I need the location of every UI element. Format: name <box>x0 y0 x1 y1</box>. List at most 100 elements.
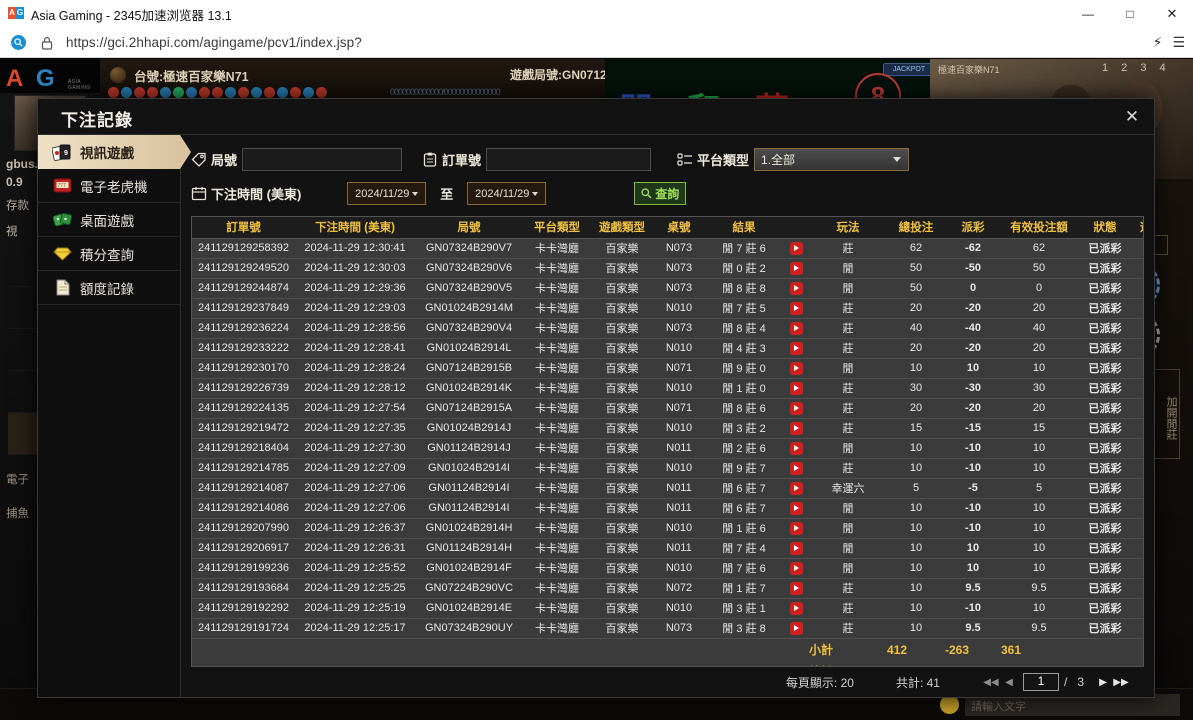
date-to-picker[interactable]: 2024/11/29 <box>467 182 547 205</box>
platform-select[interactable]: 1.全部 <box>754 148 910 171</box>
play-video-icon[interactable] <box>789 301 803 315</box>
play-video-icon[interactable] <box>789 501 803 515</box>
play-video-icon[interactable] <box>789 541 803 555</box>
chat-input[interactable]: 請輸入文字 <box>965 694 1180 716</box>
order-cell: 241129129258392 <box>192 238 295 259</box>
menu-icon[interactable]: ☰ <box>1172 34 1185 50</box>
play-video-cell[interactable] <box>783 598 809 619</box>
table-row[interactable]: 241129129218404 2024-11-29 12:27:30 GN0112… <box>192 438 1143 459</box>
maximize-button[interactable]: □ <box>1126 7 1134 21</box>
table-row[interactable]: 241129129219472 2024-11-29 12:27:35 GN0102… <box>192 418 1143 439</box>
platform-cell: 卡卡灣廳 <box>523 318 591 339</box>
play-video-icon[interactable] <box>789 481 803 495</box>
video-label[interactable]: 視 <box>6 226 18 238</box>
table-row[interactable]: 241129129226739 2024-11-29 12:28:12 GN0102… <box>192 378 1143 399</box>
date-from-picker[interactable]: 2024/11/29 <box>347 182 427 205</box>
table-row[interactable]: 241129129224135 2024-11-29 12:27:54 GN0712… <box>192 398 1143 419</box>
last-page-button[interactable]: ▶▶ <box>1113 676 1129 688</box>
sidebar-item-points[interactable]: 積分查詢 <box>38 237 180 271</box>
sidebar-item-slots[interactable]: 777 電子老虎機 <box>38 169 180 203</box>
play-video-cell[interactable] <box>783 418 809 439</box>
time-cell: 2024-11-29 12:25:52 <box>295 558 415 579</box>
play-video-icon[interactable] <box>789 581 803 595</box>
play-video-icon[interactable] <box>789 621 803 635</box>
table-row[interactable]: 241129129206917 2024-11-29 12:26:31 GN0112… <box>192 538 1143 559</box>
next-page-button[interactable]: ▶ <box>1099 676 1107 688</box>
deposit-label[interactable]: 存款 <box>6 200 29 212</box>
play-video-cell[interactable] <box>783 438 809 459</box>
round-input[interactable] <box>242 148 403 171</box>
table-row[interactable]: 241129129191724 2024-11-29 12:25:17 GN0732… <box>192 618 1143 639</box>
play-video-cell[interactable] <box>783 358 809 379</box>
url-bar[interactable]: https://gci.2hhapi.com/agingame/pcv1/ind… <box>66 35 362 50</box>
play-video-icon[interactable] <box>789 361 803 375</box>
prev-page-button[interactable]: ◀ <box>1005 676 1013 688</box>
emoji-icon[interactable] <box>940 695 959 714</box>
table-row[interactable]: 241129129236224 2024-11-29 12:28:56 GN0732… <box>192 318 1143 339</box>
close-window-button[interactable]: ✕ <box>1166 6 1178 21</box>
page-number-input[interactable]: 1 <box>1022 673 1059 691</box>
play-video-cell[interactable] <box>783 298 809 319</box>
play-video-cell[interactable] <box>783 338 809 359</box>
play-video-icon[interactable] <box>789 321 803 335</box>
sidebar-item-table-games[interactable]: 桌面遊戲 <box>38 203 180 237</box>
valid-bet-cell: 0 <box>1001 278 1077 299</box>
table-row[interactable]: 241129129214785 2024-11-29 12:27:09 GN0102… <box>192 458 1143 479</box>
order-input[interactable] <box>486 148 652 171</box>
play-video-cell[interactable] <box>783 378 809 399</box>
table-row[interactable]: 241129129249520 2024-11-29 12:30:03 GN0732… <box>192 258 1143 279</box>
bet-cell: 10 <box>887 598 945 619</box>
mode-cell: 多台 <box>1133 518 1143 539</box>
sidebar-item-live-games[interactable]: 9 視訊遊戲 <box>38 135 191 169</box>
play-video-cell[interactable] <box>783 478 809 499</box>
play-video-icon[interactable] <box>789 521 803 535</box>
play-video-cell[interactable] <box>783 278 809 299</box>
play-video-icon[interactable] <box>789 421 803 435</box>
table-row[interactable]: 241129129258392 2024-11-29 12:30:41 GN0732… <box>192 238 1143 259</box>
play-video-cell[interactable] <box>783 578 809 599</box>
table-row[interactable]: 241129129192292 2024-11-29 12:25:19 GN0102… <box>192 598 1143 619</box>
multi-table-pager[interactable]: 1 2 3 4 <box>1102 62 1171 74</box>
security-shield-icon[interactable] <box>7 32 29 54</box>
play-video-icon[interactable] <box>789 461 803 475</box>
table-row[interactable]: 241129129214087 2024-11-29 12:27:06 GN0112… <box>192 478 1143 499</box>
play-video-icon[interactable] <box>789 401 803 415</box>
table-row[interactable]: 241129129207990 2024-11-29 12:26:37 GN0102… <box>192 518 1143 539</box>
bottom-item-1[interactable]: 捕魚 <box>6 508 29 520</box>
play-video-icon[interactable] <box>789 561 803 575</box>
play-video-cell[interactable] <box>783 538 809 559</box>
play-video-cell[interactable] <box>783 618 809 639</box>
lightning-icon[interactable]: ⚡ <box>1152 34 1163 50</box>
sidebar-item-credit-record[interactable]: 額度記錄 <box>38 271 180 305</box>
play-video-icon[interactable] <box>789 381 803 395</box>
play-video-icon[interactable] <box>789 601 803 615</box>
table-row[interactable]: 241129129193684 2024-11-29 12:25:25 GN0722… <box>192 578 1143 599</box>
play-video-cell[interactable] <box>783 318 809 339</box>
play-video-cell[interactable] <box>783 258 809 279</box>
play-video-icon[interactable] <box>789 241 803 255</box>
play-video-cell[interactable] <box>783 238 809 259</box>
search-button[interactable]: 查詢 <box>634 182 687 205</box>
play-video-icon[interactable] <box>789 281 803 295</box>
close-icon[interactable]: ✕ <box>1124 107 1140 126</box>
play-video-icon[interactable] <box>789 341 803 355</box>
play-video-cell[interactable] <box>783 398 809 419</box>
play-video-icon[interactable] <box>789 441 803 455</box>
play-video-cell[interactable] <box>783 558 809 579</box>
table-row[interactable]: 241129129214086 2024-11-29 12:27:06 GN0112… <box>192 498 1143 519</box>
bottom-item-0[interactable]: 電子 <box>6 474 29 486</box>
play-video-cell[interactable] <box>783 498 809 519</box>
table-row[interactable]: 241129129230170 2024-11-29 12:28:24 GN0712… <box>192 358 1143 379</box>
table-row[interactable]: 241129129233222 2024-11-29 12:28:41 GN0102… <box>192 338 1143 359</box>
browser-titlebar: A G Asia Gaming - 2345加速浏览器 13.1 — □ ✕ <box>0 0 1193 28</box>
table-row[interactable]: 241129129199236 2024-11-29 12:25:52 GN0102… <box>192 558 1143 579</box>
first-page-button[interactable]: ◀◀ <box>983 676 999 688</box>
bet-cell: 10 <box>887 438 945 459</box>
play-video-cell[interactable] <box>783 518 809 539</box>
play-video-icon[interactable] <box>789 261 803 275</box>
table-row[interactable]: 241129129244874 2024-11-29 12:29:36 GN0732… <box>192 278 1143 299</box>
gametype-cell: 百家樂 <box>591 418 653 439</box>
table-row[interactable]: 241129129237849 2024-11-29 12:29:03 GN0102… <box>192 298 1143 319</box>
play-video-cell[interactable] <box>783 458 809 479</box>
minimize-button[interactable]: — <box>1082 7 1094 21</box>
